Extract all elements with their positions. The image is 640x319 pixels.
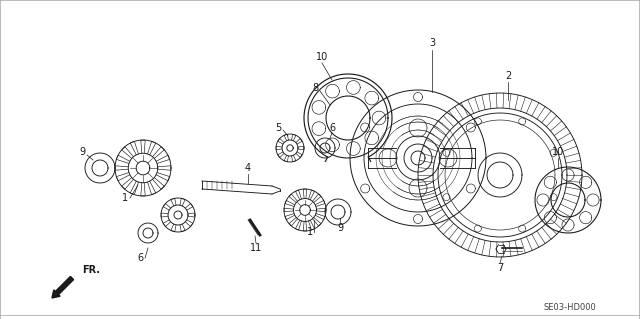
Text: 8: 8: [312, 83, 318, 93]
Text: 5: 5: [275, 123, 281, 133]
Text: 2: 2: [505, 71, 511, 81]
Text: SE03-HD000: SE03-HD000: [543, 303, 596, 313]
Text: 1: 1: [307, 227, 313, 237]
Text: 9: 9: [79, 147, 85, 157]
Text: 7: 7: [497, 263, 503, 273]
Text: 10: 10: [552, 147, 564, 157]
Text: 1: 1: [122, 193, 128, 203]
Text: 3: 3: [429, 38, 435, 48]
Text: 4: 4: [245, 163, 251, 173]
Text: 6: 6: [137, 253, 143, 263]
FancyArrow shape: [52, 276, 74, 298]
Text: 10: 10: [316, 52, 328, 62]
Text: 6: 6: [329, 123, 335, 133]
Text: 11: 11: [250, 243, 262, 253]
Text: FR.: FR.: [82, 265, 100, 275]
Text: 9: 9: [337, 223, 343, 233]
